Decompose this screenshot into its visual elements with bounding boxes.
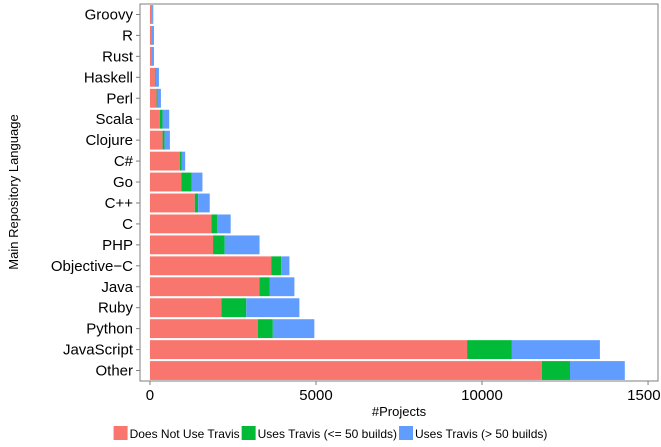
bar-java-series-3 (269, 277, 295, 297)
bar-perl-series-2 (156, 88, 158, 108)
plot-panel (139, 3, 659, 382)
bar-java-series-1 (149, 277, 260, 297)
legend-label: Uses Travis (<= 50 builds) (258, 427, 397, 441)
y-tick-label: R (122, 27, 133, 44)
bar-perl-series-1 (149, 88, 157, 108)
bar-groovy-series-1 (149, 5, 152, 24)
y-tick-label: Java (101, 279, 133, 296)
bar-php-series-3 (224, 235, 260, 255)
bar-javascript-series-2 (467, 340, 512, 360)
bar-objective-c-series-3 (281, 256, 290, 276)
bar-php-series-2 (213, 235, 225, 255)
y-tick-label: C# (114, 153, 134, 170)
bar-go-series-3 (191, 172, 203, 192)
bar-ruby-series-1 (149, 298, 222, 318)
bar-go-series-2 (181, 172, 192, 192)
y-tick-label: PHP (102, 237, 133, 254)
bar-other-series-3 (570, 361, 625, 380)
bar-r-series-3 (151, 25, 154, 45)
bar-clojure-series-1 (149, 130, 163, 150)
bar-other-series-1 (149, 361, 542, 380)
y-tick-label: Haskell (84, 69, 133, 86)
y-tick-label: Clojure (85, 132, 133, 149)
bar-perl-series-3 (157, 88, 161, 108)
bar-r-series-1 (149, 25, 152, 45)
y-axis-title: Main Repository Language (6, 114, 21, 269)
y-tick-label: Perl (106, 90, 133, 107)
bar-c--series-3 (181, 151, 186, 171)
x-tick-label: 15000 (627, 387, 661, 404)
bar-haskell-series-2 (154, 67, 156, 87)
y-tick-label: Groovy (85, 6, 134, 23)
y-tick-label: Scala (95, 111, 133, 128)
bar-rust-series-1 (149, 46, 152, 66)
bar-php-series-1 (149, 235, 214, 255)
bar-c--series-2 (179, 151, 182, 171)
x-tick-label: 0 (146, 387, 154, 404)
bars-group (149, 5, 625, 380)
bar-other-series-2 (541, 361, 571, 380)
y-tick-label: Ruby (98, 300, 134, 317)
y-tick-label: Go (113, 174, 133, 191)
bar-python-series-2 (257, 319, 273, 339)
bar-java-series-2 (259, 277, 270, 297)
y-tick-label: Other (95, 363, 133, 380)
bar-c-series-2 (211, 214, 218, 234)
bar-python-series-3 (272, 319, 315, 339)
bar-c--series-1 (149, 193, 195, 213)
y-tick-label: JavaScript (63, 342, 134, 359)
bar-scala-series-2 (159, 109, 163, 129)
legend-swatch (399, 426, 414, 440)
x-axis: 0 5000 10000 15000 (146, 381, 661, 404)
bar-scala-series-1 (149, 109, 160, 129)
bar-groovy-series-3 (152, 5, 154, 24)
bar-ruby-series-3 (246, 298, 300, 318)
y-axis: Groovy R Rust Haskell Perl Scala Clojure C# Go C+… (51, 6, 140, 380)
bar-ruby-series-2 (221, 298, 247, 318)
x-tick-label: 5000 (299, 387, 332, 404)
y-tick-label: Objective−C (51, 258, 133, 275)
legend: Does Not Use Travis Uses Travis (<= 50 bu… (113, 426, 547, 441)
y-tick-label: Python (86, 321, 133, 338)
bar-objective-c-series-2 (271, 256, 282, 276)
legend-swatch (113, 426, 128, 440)
y-tick-label: C++ (105, 195, 134, 212)
x-tick-label: 10000 (461, 387, 503, 404)
y-tick-label: Rust (102, 48, 134, 65)
bar-go-series-1 (149, 172, 182, 192)
bar-c--series-3 (198, 193, 210, 213)
bar-rust-series-3 (151, 46, 154, 66)
bar-c-series-3 (217, 214, 231, 234)
bar-c--series-1 (149, 151, 180, 171)
bar-haskell-series-1 (149, 67, 155, 87)
legend-swatch (241, 426, 256, 440)
bar-javascript-series-3 (511, 340, 600, 360)
bar-objective-c-series-1 (149, 256, 272, 276)
bar-clojure-series-3 (164, 130, 170, 150)
bar-python-series-1 (149, 319, 258, 339)
bar-haskell-series-3 (155, 67, 159, 87)
bar-c-series-1 (149, 214, 212, 234)
bar-clojure-series-2 (162, 130, 165, 150)
legend-label: Does Not Use Travis (130, 427, 240, 441)
y-tick-label: C (122, 216, 133, 233)
bar-scala-series-3 (162, 109, 170, 129)
x-axis-title: #Projects (372, 404, 427, 419)
legend-label: Uses Travis (> 50 builds) (415, 427, 547, 441)
bar-c--series-2 (194, 193, 199, 213)
bar-javascript-series-1 (149, 340, 468, 360)
